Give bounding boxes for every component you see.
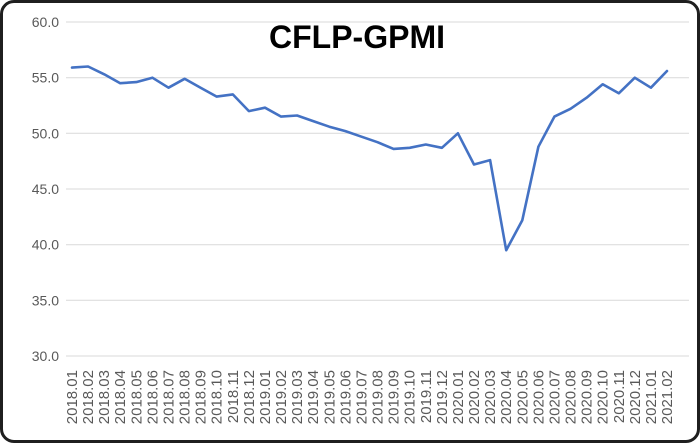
- y-axis-tick-label: 35.0: [32, 292, 59, 308]
- x-axis-tick-label: 2020.04: [498, 370, 515, 424]
- x-axis-tick-label: 2019.04: [305, 370, 322, 424]
- x-axis-tick-label: 2019.12: [434, 370, 451, 424]
- x-axis-tick-label: 2018.05: [128, 370, 145, 424]
- x-axis-tick-label: 2019.08: [370, 370, 387, 424]
- x-axis-tick-label: 2020.01: [450, 370, 467, 424]
- y-axis-tick-label: 40.0: [32, 237, 59, 253]
- x-axis-tick-label: 2020.05: [514, 370, 531, 424]
- x-axis-tick-label: 2019.11: [418, 370, 435, 423]
- x-axis-tick-label: 2018.09: [193, 370, 210, 424]
- x-axis-tick-label: 2018.01: [64, 370, 81, 424]
- x-axis-tick-label: 2019.07: [354, 370, 371, 424]
- y-axis-tick-label: 60.0: [32, 14, 59, 30]
- x-axis-tick-label: 2020.06: [530, 370, 547, 424]
- x-axis-tick-label: 2019.01: [257, 370, 274, 424]
- x-axis-tick-label: 2019.02: [273, 370, 290, 424]
- x-axis-tick-label: 2019.03: [289, 370, 306, 424]
- x-axis-tick-label: 2018.07: [161, 370, 178, 424]
- x-axis-tick-label: 2018.04: [112, 370, 129, 424]
- x-axis-tick-label: 2018.02: [80, 370, 97, 424]
- x-axis-tick-label: 2020.07: [546, 370, 563, 424]
- y-axis-tick-label: 55.0: [32, 70, 59, 86]
- x-axis-tick-label: 2020.09: [579, 370, 596, 424]
- x-axis-tick-label: 2020.12: [627, 370, 644, 424]
- x-axis-tick-label: 2021.01: [643, 370, 660, 424]
- x-axis-tick-label: 2020.03: [482, 370, 499, 424]
- x-axis-tick-label: 2020.08: [563, 370, 580, 424]
- x-axis-tick-label: 2018.10: [209, 370, 226, 424]
- x-axis-tick-label: 2020.02: [466, 370, 483, 424]
- x-axis-tick-label: 2020.10: [595, 370, 612, 424]
- x-axis-tick-label: 2020.11: [611, 370, 628, 423]
- y-axis-tick-label: 30.0: [32, 348, 59, 364]
- x-axis-tick-label: 2018.03: [96, 370, 113, 424]
- x-axis-tick-label: 2018.11: [225, 370, 242, 423]
- chart-title: CFLP-GPMI: [269, 19, 445, 55]
- x-axis-tick-label: 2019.09: [386, 370, 403, 424]
- x-axis-tick-label: 2018.08: [177, 370, 194, 424]
- x-axis-tick-label: 2018.12: [241, 370, 258, 424]
- x-axis-tick-label: 2019.06: [337, 370, 354, 424]
- x-axis-tick-label: 2019.05: [321, 370, 338, 424]
- x-axis-tick-label: 2018.06: [144, 370, 161, 424]
- pmi-series-line: [70, 65, 669, 252]
- y-axis-tick-label: 45.0: [32, 181, 59, 197]
- y-axis-tick-label: 50.0: [32, 125, 59, 141]
- x-axis-tick-label: 2019.10: [402, 370, 419, 424]
- x-axis-tick-label: 2021.02: [659, 370, 676, 424]
